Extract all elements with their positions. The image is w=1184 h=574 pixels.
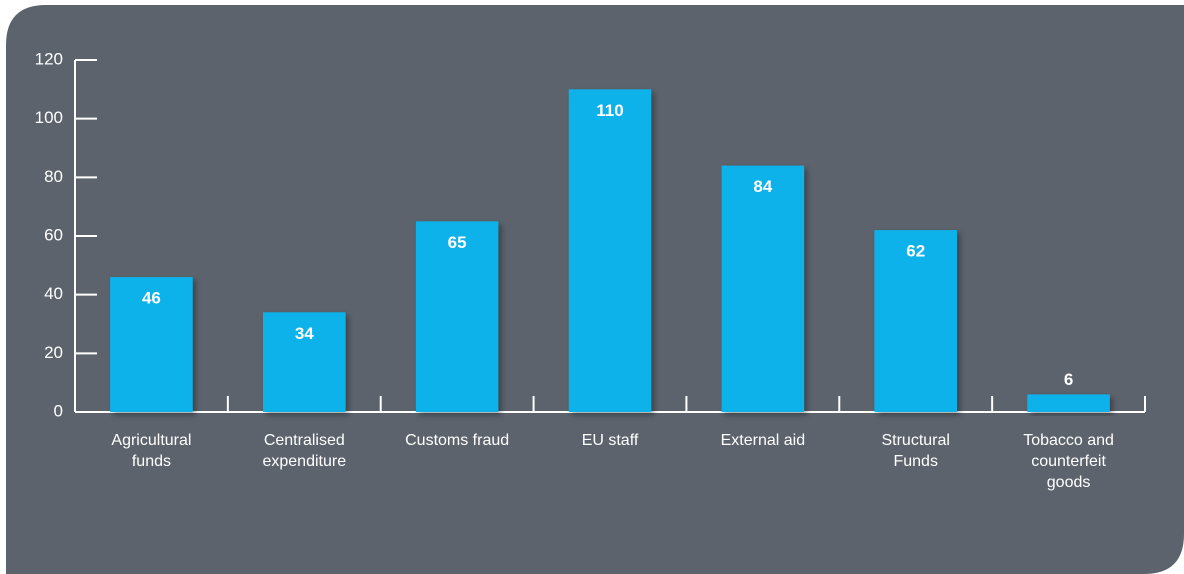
bar bbox=[874, 230, 957, 412]
data-label: 65 bbox=[448, 233, 467, 252]
bar bbox=[415, 221, 499, 412]
data-label: 84 bbox=[753, 177, 772, 196]
bar bbox=[263, 312, 346, 412]
bar bbox=[568, 89, 652, 412]
bar bbox=[110, 277, 193, 412]
data-label: 110 bbox=[596, 101, 623, 120]
bar bbox=[721, 165, 805, 412]
y-tick-label: 80 bbox=[44, 167, 63, 186]
y-tick-label: 0 bbox=[54, 401, 63, 420]
y-tick-label: 60 bbox=[44, 225, 63, 244]
x-tick-label: Tobacco and counterfeit goods bbox=[1023, 432, 1114, 491]
x-tick-label: Customs fraud bbox=[405, 432, 510, 449]
x-tick-label: Centralised expenditure bbox=[262, 432, 347, 470]
x-tick-label: Structural Funds bbox=[881, 432, 950, 470]
y-tick-label: 20 bbox=[44, 343, 63, 362]
y-tick-label: 40 bbox=[44, 284, 63, 303]
data-label: 62 bbox=[906, 242, 925, 261]
y-tick-label: 100 bbox=[35, 108, 63, 127]
data-label: 6 bbox=[1064, 370, 1073, 389]
bar bbox=[1027, 394, 1110, 412]
x-tick-label: Agricultural funds bbox=[111, 432, 192, 470]
data-label: 34 bbox=[295, 324, 314, 343]
y-tick-label: 120 bbox=[35, 49, 63, 68]
x-tick-label: External aid bbox=[720, 432, 806, 449]
x-tick-label: EU staff bbox=[581, 432, 639, 449]
data-label: 46 bbox=[142, 289, 161, 308]
